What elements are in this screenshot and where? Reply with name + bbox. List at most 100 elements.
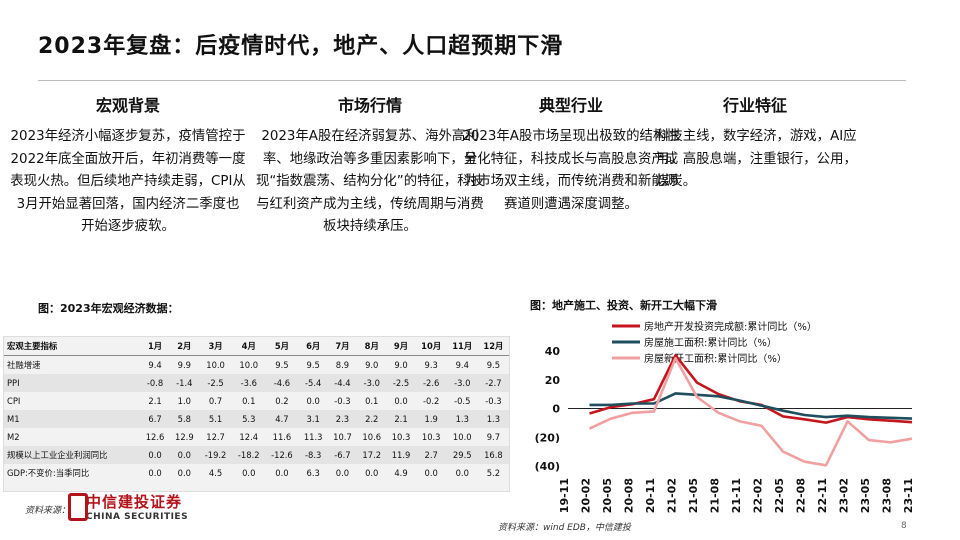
column-heading: 典型行业 xyxy=(538,96,603,115)
table-cell: 3.1 xyxy=(298,410,328,428)
row-label: M1 xyxy=(4,410,141,428)
table-header-month: 1月 xyxy=(140,337,170,356)
table-header-month: 10月 xyxy=(415,337,447,356)
column-typical-industry: 典型行业 2023年A股市场呈现出极致的结构性分化特征，科技成长与高股息资产成为… xyxy=(458,92,684,216)
row-label: CPI xyxy=(7,396,21,406)
table-row: PPI -0.8 -1.4 -2.5 -3.6 -4.6 -5.4 -4.4 -3.0 -2.5-… xyxy=(4,374,509,392)
table-cell: 12.9 xyxy=(175,432,194,442)
table-cell: -0.2 xyxy=(423,396,440,406)
table-cell: 1.3 xyxy=(446,410,478,428)
x-tick-label: 21-05 xyxy=(687,478,700,513)
source-note-left: 资料来源： xyxy=(25,506,71,516)
table-cell: 0.1 xyxy=(242,396,256,406)
company-logo: 中信建投证券 CHINA SECURITIES xyxy=(68,491,189,522)
table-cell: 9.5 xyxy=(306,360,320,370)
table-cell: -2.5 xyxy=(198,374,233,392)
table-cell: 0.2 xyxy=(275,396,289,406)
source-note-right: 资料来源：wind EDB，中信建投 xyxy=(498,523,631,533)
table-header-month: 12月 xyxy=(477,337,509,356)
table-cell: 5.1 xyxy=(198,410,233,428)
x-tick-label: 23-11 xyxy=(902,478,915,513)
table-header-month: 2月 xyxy=(169,337,199,356)
table-cell: -2.7 xyxy=(477,374,509,392)
table-header-month: 9月 xyxy=(386,337,416,356)
x-tick-label: 20-11 xyxy=(644,478,657,513)
table-row: M1 6.7 5.8 5.1 5.3 4.7 3.1 2.3 2.2 2.1 1.9 1.3 1.3 xyxy=(4,410,509,428)
table-cell: 16.8 xyxy=(477,446,509,464)
page-number: 8 xyxy=(901,521,907,531)
table-cell: 10.3 xyxy=(391,432,411,442)
row-label: M2 xyxy=(7,432,20,442)
y-tick-label: (20) xyxy=(535,431,560,444)
table-cell: 9.3 xyxy=(424,360,438,370)
legend-label: 房屋新开工面积:累计同比（%） xyxy=(644,352,787,365)
table-row: 规模以上工业企业利润同比 0.0 0.0 -19.2 -18.2 -12.6 -8.3 -6.… xyxy=(4,446,509,464)
table-cell: -0.3 xyxy=(485,396,502,406)
table-cell: 12.4 xyxy=(239,432,259,442)
table-cell: -1.4 xyxy=(169,374,199,392)
table-cell: 0.1 xyxy=(365,396,379,406)
column-macro-background: 宏观背景 2023年经济小幅逐步复苏，疫情管控于2022年底全面放开后，年初消费… xyxy=(10,92,246,239)
table-cell: 29.5 xyxy=(446,446,478,464)
table-cell: 2.1 xyxy=(386,410,416,428)
table-caption: 图：2023年宏观经济数据： xyxy=(38,302,179,315)
table-cell: 9.5 xyxy=(486,360,501,370)
table-cell: 10.7 xyxy=(333,432,352,442)
table-cell: -6.7 xyxy=(327,446,358,464)
series-line-3 xyxy=(588,356,913,467)
table-header-label: 宏观主要指标 xyxy=(4,337,141,356)
table-cell: 2.1 xyxy=(148,396,162,406)
table-cell: -19.2 xyxy=(198,446,233,464)
table-cell: 11.3 xyxy=(303,432,323,442)
logo-mark-icon xyxy=(68,493,88,521)
table-cell: 5.3 xyxy=(232,410,266,428)
table-header-month: 8月 xyxy=(357,337,387,356)
table-cell: -12.6 xyxy=(265,446,299,464)
table-cell: -3.0 xyxy=(357,374,387,392)
table-cell: 2.7 xyxy=(415,446,447,464)
table-header-month: 5月 xyxy=(265,337,299,356)
series-line-2 xyxy=(589,392,913,420)
row-label: 社融增速 xyxy=(7,360,41,370)
table-cell: 5.8 xyxy=(169,410,199,428)
table-cell: 17.2 xyxy=(357,446,387,464)
table-cell: -3.0 xyxy=(446,374,478,392)
x-tick-label: 21-02 xyxy=(666,478,679,513)
table-cell: 0.7 xyxy=(208,396,223,406)
column-heading: 行业特征 xyxy=(722,96,787,115)
x-tick-label: 23-08 xyxy=(881,478,894,513)
column-heading: 宏观背景 xyxy=(95,96,160,115)
table-cell: 9.4 xyxy=(455,360,469,370)
table-cell: 11.9 xyxy=(386,446,416,464)
table-cell: 0.0 xyxy=(306,396,320,406)
y-tick-label: 20 xyxy=(545,374,561,387)
table-cell: 10.3 xyxy=(421,432,441,442)
table-cell: -2.6 xyxy=(415,374,447,392)
table-cell: -0.3 xyxy=(334,396,351,406)
table-cell: -5.4 xyxy=(298,374,328,392)
table-cell: 10.0 xyxy=(452,432,472,442)
x-tick-label: 20-05 xyxy=(601,478,614,513)
table-row: M2 12.6 12.9 12.7 12.4 11.6 11.3 10.7 10.6 10.3 10… xyxy=(4,428,509,446)
row-label: 规模以上工业企业利润同比 xyxy=(4,446,141,464)
table-cell: 0.0 xyxy=(242,468,256,478)
real-estate-line-chart: 房地产开发投资完成额:累计同比（%） 房屋施工面积:累计同比（%） 房屋新开工面积:… xyxy=(535,320,915,513)
logo-en-text: CHINA SECURITIES xyxy=(86,512,189,522)
x-tick-label: 22-02 xyxy=(752,478,765,513)
title-divider xyxy=(38,80,906,81)
table-cell: 4.5 xyxy=(208,468,223,478)
logo-cn-text: 中信建投证券 xyxy=(86,493,183,511)
table-cell: 0.0 xyxy=(169,446,199,464)
table-cell: 9.7 xyxy=(486,432,501,442)
table-cell: 6.3 xyxy=(306,468,320,478)
table-cell: -18.2 xyxy=(232,446,266,464)
table-cell: 10.0 xyxy=(206,360,225,370)
table-cell: 6.7 xyxy=(140,410,170,428)
table-cell: -0.8 xyxy=(140,374,170,392)
table-cell: 2.3 xyxy=(327,410,358,428)
table-header-month: 3月 xyxy=(198,337,233,356)
table-cell: 1.0 xyxy=(177,396,191,406)
legend-label: 房地产开发投资完成额:累计同比（%） xyxy=(644,320,817,333)
x-tick-label: 20-02 xyxy=(580,478,593,513)
table-header-month: 7月 xyxy=(327,337,358,356)
